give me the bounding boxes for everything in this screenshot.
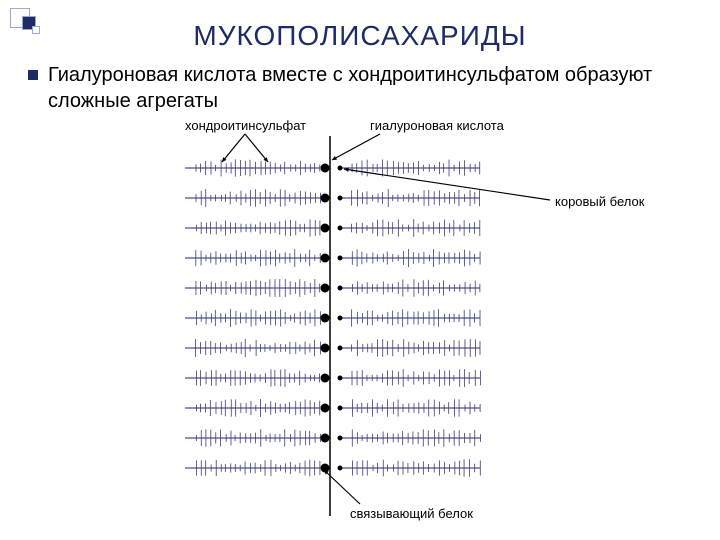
bullet-row: Гиалуроновая кислота вместе с хондроитин… — [28, 62, 692, 114]
label-hyaluronic: гиалуроновая кислота — [370, 118, 504, 133]
label-core-protein: коровый белок — [555, 194, 644, 209]
label-link-protein: связывающий белок — [350, 506, 473, 521]
page-title: МУКОПОЛИСАХАРИДЫ — [0, 20, 720, 52]
bullet-marker — [28, 70, 38, 80]
bullet-text: Гиалуроновая кислота вместе с хондроитин… — [48, 62, 692, 114]
label-chondroitin: хондроитинсульфат — [185, 118, 306, 133]
proteoglycan-diagram — [90, 118, 650, 523]
diagram-region: хондроитинсульфат гиалуроновая кислота к… — [90, 118, 650, 523]
